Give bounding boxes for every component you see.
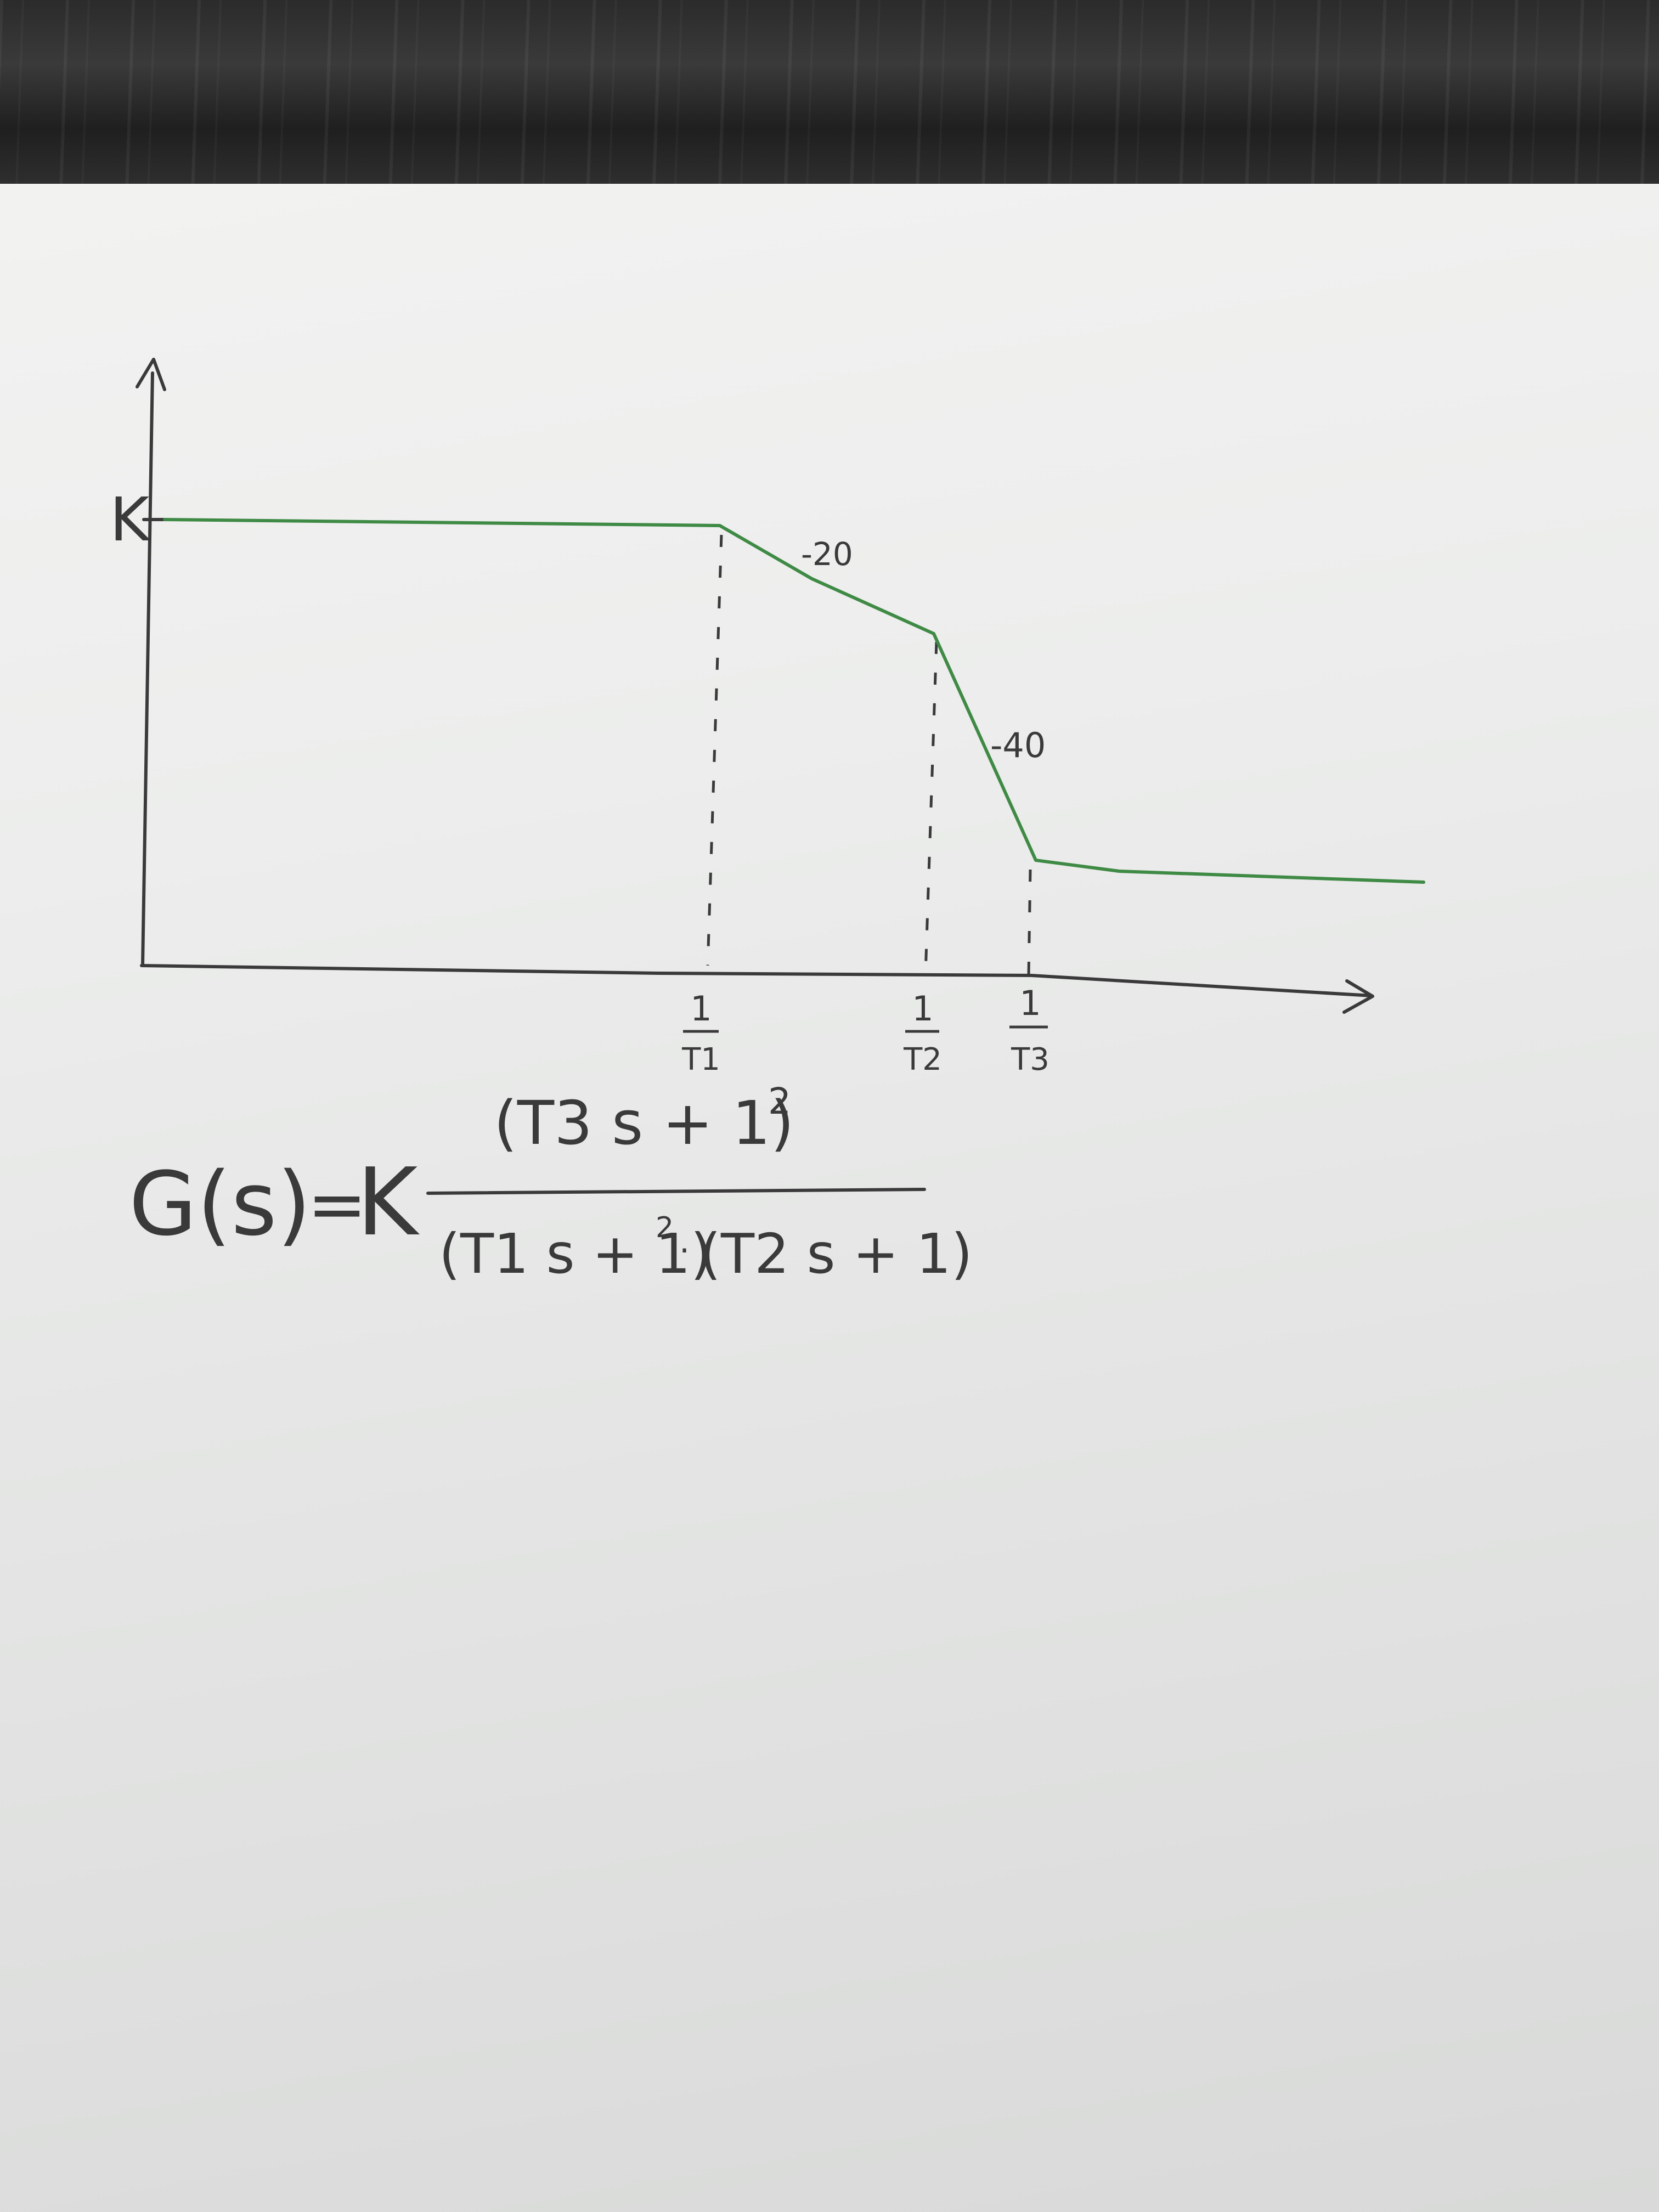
formula-equals: = <box>307 1163 367 1246</box>
x-tick-t3: 1 T3 <box>1009 983 1049 1077</box>
x-tick-t2: 1 T2 <box>903 989 942 1077</box>
x-tick-t3-num: 1 <box>1019 983 1041 1023</box>
formula-numerator: (T3 s + 1) <box>494 1088 794 1158</box>
x-axis-arrow-icon <box>1342 979 1374 1014</box>
formula-lhs: G(s) <box>129 1153 311 1255</box>
x-tick-t2-den: T2 <box>903 1042 942 1077</box>
x-tick-t2-num: 1 <box>912 989 933 1029</box>
break-guides <box>706 534 1032 976</box>
formula-denominator-part2: (T2 s + 1) <box>699 1222 973 1286</box>
x-tick-t1-num: 1 <box>690 989 712 1029</box>
guide-t1 <box>706 534 723 966</box>
x-axis <box>140 964 1374 1014</box>
x-tick-t1-den: T1 <box>681 1042 720 1077</box>
formula-denominator-part1-exponent: 2 <box>656 1211 674 1244</box>
formula-denominator-part1: (T1 s + 1) <box>439 1222 712 1286</box>
y-axis-arrow-icon <box>136 358 166 391</box>
formula-numerator-exponent: 2 <box>768 1080 791 1122</box>
slope-label-2: -40 <box>990 725 1046 765</box>
transfer-function: G(s) = K (T3 s + 1) 2 (T1 s + 1) 2 · (T2… <box>129 1080 973 1286</box>
x-tick-t1: 1 T1 <box>681 989 720 1077</box>
formula-gain: K <box>357 1148 420 1257</box>
y-axis <box>136 358 166 967</box>
magnitude-curve <box>163 518 1425 884</box>
y-axis-label-k: K <box>110 484 151 555</box>
slope-label-1: -20 <box>801 535 853 573</box>
guide-t3 <box>1027 869 1032 976</box>
guide-t2 <box>924 641 938 974</box>
x-tick-t3-den: T3 <box>1011 1042 1049 1077</box>
desk-background <box>0 0 1659 184</box>
fraction-bar <box>426 1188 926 1195</box>
formula-multiply-dot: · <box>679 1232 690 1270</box>
